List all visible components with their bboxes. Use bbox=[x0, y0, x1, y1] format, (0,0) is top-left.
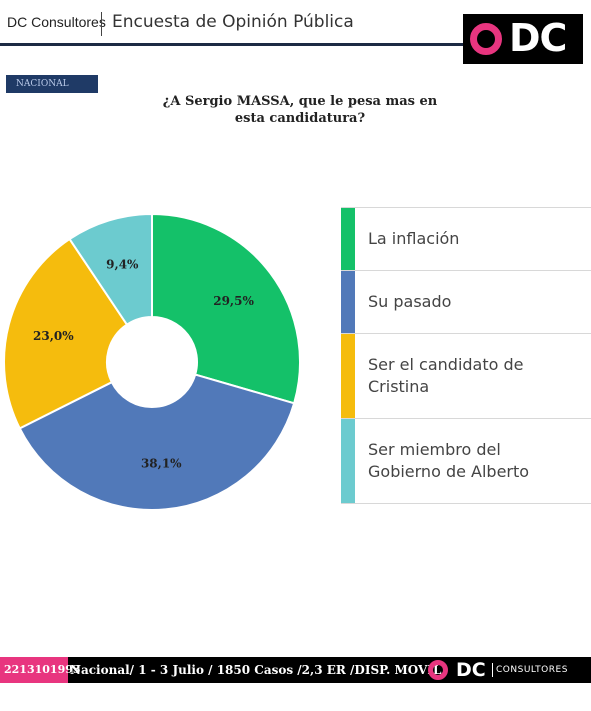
question-line-1: ¿A Sergio MASSA, que le pesa mas en bbox=[162, 94, 438, 109]
legend-label-line: Ser el candidato de bbox=[368, 355, 524, 374]
slice-label: 23,0% bbox=[33, 329, 74, 343]
legend-swatch bbox=[341, 208, 355, 270]
legend-item: Ser miembro del Gobierno de Alberto bbox=[341, 418, 591, 504]
legend-item: La inflación bbox=[341, 207, 591, 270]
donut-slice bbox=[68, 212, 153, 327]
legend-label-line: Su pasado bbox=[368, 292, 452, 311]
donut-slice bbox=[3, 237, 129, 430]
legend-label-line: Cristina bbox=[368, 377, 430, 396]
footer-info: Nacional/ 1 - 3 Julio / 1850 Casos /2,3 … bbox=[70, 663, 442, 677]
legend-swatch bbox=[341, 419, 355, 503]
legend-label-line: La inflación bbox=[368, 229, 460, 248]
legend-label: Su pasado bbox=[355, 291, 451, 313]
scope-tag: NACIONAL bbox=[6, 75, 98, 93]
footer-logo-text: DC bbox=[456, 659, 486, 681]
header-rule bbox=[0, 43, 463, 46]
header: DC Consultores Encuesta de Opinión Públi… bbox=[0, 0, 591, 70]
footer-logo-separator bbox=[492, 663, 493, 677]
legend-label: Ser miembro del Gobierno de Alberto bbox=[355, 439, 529, 483]
logo-text: DC bbox=[509, 16, 567, 60]
brand-name: DC Consultores bbox=[7, 14, 106, 30]
logo-ring-icon bbox=[470, 23, 502, 55]
survey-title: Encuesta de Opinión Pública bbox=[112, 12, 354, 32]
slice-label: 29,5% bbox=[213, 294, 254, 308]
legend-label-line: Gobierno de Alberto bbox=[368, 462, 530, 481]
legend-item: Su pasado bbox=[341, 270, 591, 333]
slice-label: 38,1% bbox=[141, 457, 182, 471]
legend-swatch bbox=[341, 271, 355, 333]
footer-logo-ring-icon bbox=[428, 660, 448, 680]
footer-consultores: CONSULTORES bbox=[496, 665, 568, 675]
legend-swatch bbox=[341, 334, 355, 418]
donut-chart: 29,5% 38,1% 23,0% 9,4% bbox=[3, 212, 301, 511]
donut-slice bbox=[151, 212, 301, 405]
dc-logo: DC bbox=[463, 14, 583, 64]
footer-phone: 2213101993 bbox=[0, 657, 81, 683]
slice-label: 9,4% bbox=[106, 257, 139, 271]
question-line-2: esta candidatura? bbox=[234, 111, 366, 126]
legend-label-line: Ser miembro del bbox=[368, 440, 501, 459]
legend-label: Ser el candidato de Cristina bbox=[355, 354, 524, 398]
legend-label: La inflación bbox=[355, 228, 459, 250]
legend-item: Ser el candidato de Cristina bbox=[341, 333, 591, 418]
donut-slice bbox=[18, 373, 296, 511]
chart-legend: La inflación Su pasado Ser el candidato … bbox=[341, 207, 591, 504]
footer: 2213101993 Nacional/ 1 - 3 Julio / 1850 … bbox=[0, 657, 591, 683]
header-separator bbox=[101, 12, 102, 36]
question: ¿A Sergio MASSA, que le pesa mas en esta… bbox=[100, 93, 500, 127]
